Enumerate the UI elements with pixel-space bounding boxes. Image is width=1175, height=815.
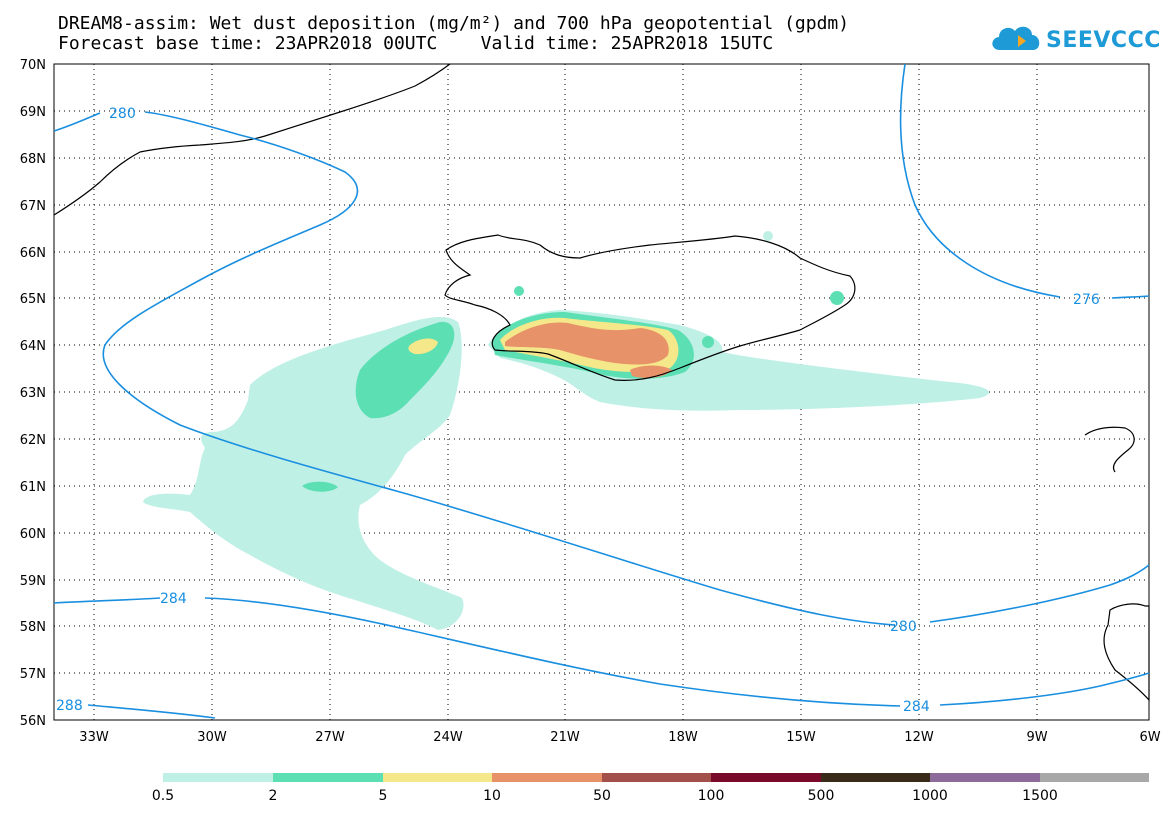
colorbar-tick: 2 [269, 788, 278, 804]
lat-label: 66N [20, 246, 46, 261]
lat-label: 64N [20, 339, 46, 354]
coast-scotland [1103, 603, 1150, 702]
lon-label: 30W [197, 730, 227, 745]
colorbar-tick: 0.5 [152, 788, 174, 804]
colorbar-segment [492, 773, 602, 782]
coastlines [53, 63, 1150, 702]
contour-280-north [53, 111, 1150, 626]
colorbar-tick: 500 [808, 788, 835, 804]
dust-patch-5-10 [408, 338, 438, 355]
latitude-labels: 70N 69N 68N 67N 66N 65N 64N 63N 62N 61N … [20, 58, 46, 729]
coast-greenland [53, 63, 451, 216]
lat-label: 59N [20, 574, 46, 589]
contour-label: 284 [160, 591, 187, 607]
seevccc-logo: SEEVCCC [988, 20, 1160, 60]
lat-label: 61N [20, 480, 46, 495]
lat-label: 56N [20, 714, 46, 729]
lon-label: 9W [1026, 730, 1047, 745]
dust-speck [514, 286, 524, 296]
colorbar-tick: 100 [698, 788, 725, 804]
lon-label: 33W [79, 730, 109, 745]
lon-label: 21W [550, 730, 580, 745]
lat-label: 57N [20, 667, 46, 682]
lon-label: 12W [904, 730, 934, 745]
contour-label: 288 [56, 698, 83, 714]
dust-speck [763, 231, 773, 241]
contour-label: 280 [890, 619, 917, 635]
lon-label: 27W [315, 730, 345, 745]
lat-label: 70N [20, 58, 46, 73]
dust-patch-small [302, 481, 338, 492]
contour-284 [53, 597, 1150, 707]
colorbar-segment [383, 773, 492, 782]
dust-deposition-field [143, 231, 989, 630]
colorbar-segment [602, 773, 711, 782]
coast-faroe [1084, 426, 1135, 473]
colorbar-tick: 5 [379, 788, 388, 804]
dust-speck [702, 336, 714, 348]
longitude-labels: 33W 30W 27W 24W 21W 18W 15W 12W 9W 6W [79, 730, 1160, 745]
lat-label: 69N [20, 105, 46, 120]
lon-label: 18W [668, 730, 698, 745]
lon-label: 15W [786, 730, 816, 745]
cloud-icon [992, 26, 1040, 50]
colorbar-tick: 1000 [912, 788, 948, 804]
lat-label: 62N [20, 433, 46, 448]
contour-labels: 280 276 284 280 288 284 [56, 106, 1100, 715]
colorbar-segment [273, 773, 383, 782]
lat-label: 68N [20, 152, 46, 167]
map-title: DREAM8-assim: Wet dust deposition (mg/m²… [58, 13, 850, 34]
colorbar-segment [1040, 773, 1149, 782]
lat-label: 67N [20, 199, 46, 214]
colorbar-tick: 1500 [1022, 788, 1058, 804]
contour-label: 284 [903, 699, 930, 715]
colorbar-segment [163, 773, 273, 782]
colorbar-segment [821, 773, 930, 782]
contour-288 [87, 704, 216, 719]
dust-iceland-orange [505, 322, 669, 365]
lat-label: 65N [20, 292, 46, 307]
lat-label: 63N [20, 386, 46, 401]
logo-text: SEEVCCC [1046, 28, 1161, 53]
colorbar-tick: 10 [483, 788, 501, 804]
geopotential-contours [53, 63, 1150, 719]
colorbar-tick: 50 [593, 788, 611, 804]
colorbar [163, 773, 1149, 782]
colorbar-labels: 0.5 2 5 10 50 100 500 1000 1500 [152, 788, 1058, 804]
contour-276 [899, 63, 1150, 299]
lat-label: 60N [20, 527, 46, 542]
colorbar-segment [930, 773, 1040, 782]
forecast-times: Forecast base time: 23APR2018 00UTC Vali… [58, 33, 774, 54]
contour-label: 276 [1073, 292, 1100, 308]
lat-label: 58N [20, 620, 46, 635]
coast-iceland [444, 234, 856, 381]
colorbar-segment [711, 773, 821, 782]
lon-label: 24W [433, 730, 463, 745]
lon-label: 6W [1139, 730, 1160, 745]
dust-speck [830, 291, 844, 305]
contour-label: 280 [109, 106, 136, 122]
